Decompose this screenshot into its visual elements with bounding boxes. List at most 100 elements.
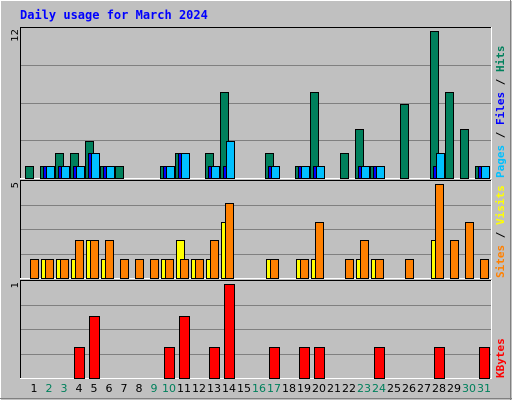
bar-pages: [376, 166, 385, 179]
day-label: 14: [222, 382, 236, 395]
y-max-label-kbytes: 1: [10, 282, 21, 288]
bar-sites: [375, 259, 384, 279]
bar-kbytes: [269, 347, 280, 379]
bar-hits: [340, 153, 349, 179]
bar-pages: [106, 166, 115, 179]
day-label: 13: [207, 382, 221, 395]
bar-sites: [195, 259, 204, 279]
bar-pages: [91, 153, 100, 179]
bar-sites: [150, 259, 159, 279]
day-label: 1: [31, 382, 38, 395]
bar-pages: [76, 166, 85, 179]
bar-sites: [210, 240, 219, 279]
day-label: 2: [46, 382, 53, 395]
panel-visits: 5 Sites / Visits: [10, 180, 507, 279]
bar-sites: [225, 203, 234, 279]
day-label: 11: [177, 382, 191, 395]
day-label: 5: [91, 382, 98, 395]
day-label: 18: [282, 382, 296, 395]
series-sites: [30, 184, 489, 279]
bar-pages: [211, 166, 220, 179]
bar-kbytes: [179, 316, 190, 379]
bar-hits: [400, 104, 409, 179]
bar-pages: [181, 153, 190, 179]
bar-pages: [361, 166, 370, 179]
day-label: 6: [106, 382, 113, 395]
bar-pages: [316, 166, 325, 179]
bar-kbytes: [209, 347, 220, 379]
day-label: 20: [312, 382, 326, 395]
bar-pages: [46, 166, 55, 179]
bar-hits: [25, 166, 34, 179]
day-label: 26: [402, 382, 416, 395]
legend-kbytes: KBytes: [494, 338, 507, 378]
day-label: 8: [136, 382, 143, 395]
bar-kbytes: [479, 347, 490, 379]
bar-sites: [480, 259, 489, 279]
legend-separator: /: [494, 225, 507, 245]
bar-pages: [166, 166, 175, 179]
bar-sites: [435, 184, 444, 279]
day-label: 4: [76, 382, 83, 395]
day-label: 15: [237, 382, 251, 395]
bar-hits: [115, 166, 124, 179]
day-label: 30: [462, 382, 476, 395]
legend-visits: Sites / Visits: [494, 185, 507, 278]
day-label: 10: [162, 382, 176, 395]
legend-item-kbytes: KBytes: [494, 338, 507, 378]
panel-kbytes: 1 KBytes: [10, 280, 507, 379]
day-label: 24: [372, 382, 386, 395]
day-label: 7: [121, 382, 128, 395]
bar-kbytes: [164, 347, 175, 379]
bar-sites: [105, 240, 114, 279]
bar-sites: [465, 222, 474, 279]
legend-hits: Pages / Files / Hits: [494, 46, 507, 179]
plot-area-hits: [20, 27, 491, 178]
bar-sites: [315, 222, 324, 279]
bar-sites: [360, 240, 369, 279]
day-label: 22: [342, 382, 356, 395]
day-label: 9: [151, 382, 158, 395]
day-label: 28: [432, 382, 446, 395]
bar-pages: [481, 166, 490, 179]
bar-sites: [180, 259, 189, 279]
legend-separator: /: [494, 72, 507, 92]
bar-sites: [345, 259, 354, 279]
chart-title: Daily usage for March 2024: [20, 8, 208, 22]
day-label: 23: [357, 382, 371, 395]
chart-panels: 12 Pages / Files / Hits 5 Sites / Visits 1 KB…: [10, 27, 507, 379]
bar-sites: [450, 240, 459, 279]
bar-sites: [45, 259, 54, 279]
bar-kbytes: [374, 347, 385, 379]
day-label: 19: [297, 382, 311, 395]
legend-item-sites: Sites: [494, 245, 507, 278]
day-label: 21: [327, 382, 341, 395]
day-label: 25: [387, 382, 401, 395]
y-max-label-hits: 12: [10, 29, 21, 42]
day-label: 17: [267, 382, 281, 395]
bar-pages: [301, 166, 310, 179]
bar-hits: [310, 92, 319, 179]
day-label: 12: [192, 382, 206, 395]
legend-item-pages: Pages: [494, 145, 507, 178]
series-kbytes: [74, 284, 490, 379]
y-max-label-visits: 5: [10, 182, 21, 188]
legend-separator: /: [494, 125, 507, 145]
x-axis-day-labels: 1 2 3 4 5 6 7 8 9 10 11 12 13 14 15 16 17 18 19 20 21 22 23 24 2…: [31, 382, 492, 395]
bar-pages: [61, 166, 70, 179]
bar-kbytes: [89, 316, 100, 379]
bar-kbytes: [224, 284, 235, 379]
bar-sites: [405, 259, 414, 279]
legend-item-hits: Hits: [494, 46, 507, 73]
bar-sites: [60, 259, 69, 279]
bar-pages: [436, 153, 445, 179]
bar-sites: [270, 259, 279, 279]
day-label: 27: [417, 382, 431, 395]
bar-pages: [271, 166, 280, 179]
bar-sites: [300, 259, 309, 279]
series-pages: [46, 141, 490, 179]
bar-hits: [445, 92, 454, 179]
day-label: 3: [61, 382, 68, 395]
day-label: 31: [477, 382, 491, 395]
